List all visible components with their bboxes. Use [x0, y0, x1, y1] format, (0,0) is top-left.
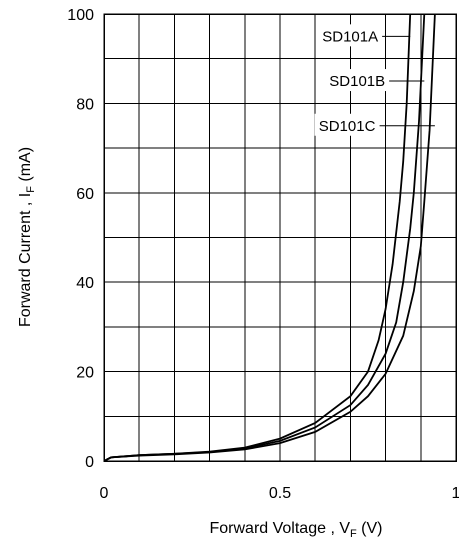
series-label-sd101b: SD101B: [325, 69, 425, 92]
series-labels: SD101A SD101B SD101C: [314, 24, 435, 136]
plot-frame: [103, 13, 457, 462]
series-label-text: SD101C: [319, 118, 376, 135]
series-curves: [103, 13, 436, 462]
y-tick-label: 100: [67, 7, 94, 24]
y-axis-label: Forward Current , IF (mA): [17, 147, 37, 327]
series-label-background: [314, 113, 380, 136]
series-label-background: [318, 24, 383, 47]
grid: [104, 14, 456, 461]
series-label-sd101a: SD101A: [318, 24, 411, 47]
series-line-sd101c: [103, 13, 436, 462]
series-label-background: [325, 69, 390, 92]
y-tick-label: 20: [76, 365, 94, 382]
y-tick-label: 80: [76, 96, 94, 113]
tick-labels: 0 0.5 1 0 20 40 60 80 100: [67, 7, 459, 502]
series-label-sd101c: SD101C: [314, 113, 435, 136]
x-tick-label: 0.5: [269, 485, 291, 502]
series-label-text: SD101A: [322, 28, 378, 45]
y-tick-label: 0: [85, 454, 94, 471]
y-tick-label: 40: [76, 275, 94, 292]
y-tick-label: 60: [76, 186, 94, 203]
x-tick-label: 0: [100, 485, 109, 502]
x-axis-label: Forward Voltage , VF (V): [209, 520, 382, 540]
series-label-text: SD101B: [329, 73, 385, 90]
x-tick-label: 1: [452, 485, 459, 502]
